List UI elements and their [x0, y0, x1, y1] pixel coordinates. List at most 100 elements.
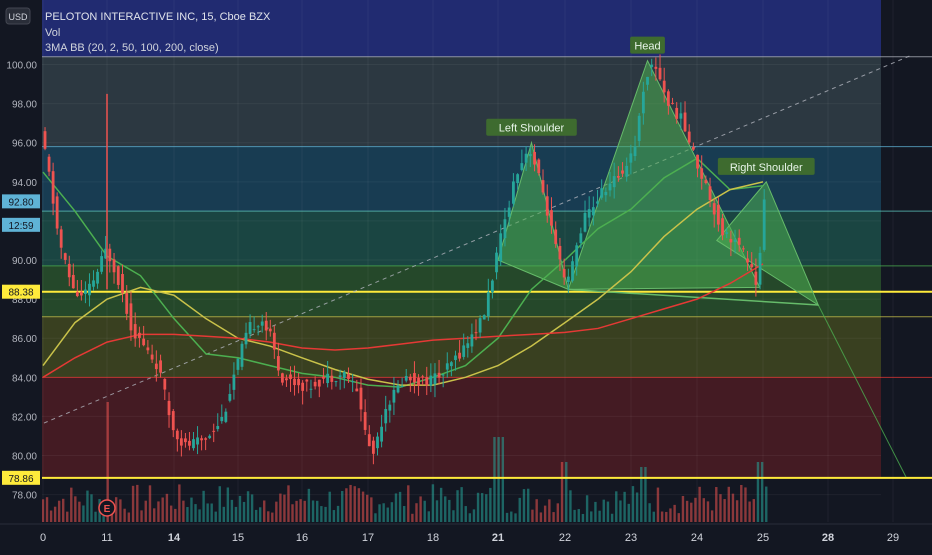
- candle-body: [520, 163, 524, 170]
- candle-body: [92, 280, 95, 287]
- volume-bar: [552, 512, 555, 522]
- y-tick-label: 88.00: [12, 295, 37, 306]
- volume-bar: [157, 501, 160, 522]
- volume-bar: [214, 511, 217, 522]
- price-tag[interactable]: [2, 217, 40, 232]
- candle-body: [228, 393, 232, 401]
- volume-bar: [556, 503, 560, 522]
- candle-body: [700, 168, 704, 179]
- volume-bar: [710, 510, 714, 522]
- volume-bar: [606, 501, 610, 522]
- volume-bar: [246, 491, 250, 522]
- volume-bar: [752, 499, 755, 522]
- head-triangle[interactable]: [567, 59, 761, 290]
- y-tick-label: 90.00: [12, 256, 37, 267]
- volume-bars: [41, 402, 768, 522]
- volume-bar: [349, 484, 352, 522]
- volume-bar: [136, 484, 139, 522]
- candle-body: [79, 291, 83, 296]
- volume-bar: [174, 508, 177, 522]
- volume-bar: [548, 499, 551, 522]
- candle-body: [545, 196, 549, 216]
- candle-body: [633, 146, 637, 157]
- candle-body: [721, 218, 724, 236]
- candle-body: [240, 343, 244, 367]
- candle-body: [482, 315, 486, 320]
- candle-body: [404, 376, 408, 381]
- candle-body: [737, 237, 741, 245]
- candle-body: [96, 271, 99, 284]
- candle-body: [236, 358, 240, 370]
- neckline[interactable]: [568, 288, 819, 306]
- candlesticks: [43, 54, 766, 465]
- candle-body: [184, 438, 187, 443]
- price-tag[interactable]: [2, 470, 40, 485]
- earnings-event-marker[interactable]: [98, 499, 116, 517]
- volume-bar: [581, 513, 585, 522]
- candle-body: [171, 411, 175, 431]
- volume-bar: [765, 486, 768, 522]
- y-tick-label: 94.00: [12, 178, 37, 189]
- volume-bar: [531, 509, 534, 522]
- volume-bar: [123, 508, 126, 522]
- candle-body: [330, 375, 334, 382]
- candle-body: [408, 376, 412, 381]
- candle-body: [704, 180, 708, 184]
- candle-body: [466, 343, 470, 348]
- candle-body: [154, 363, 158, 370]
- volume-bar: [275, 501, 278, 522]
- volume-bar: [62, 498, 65, 522]
- volume-bar: [316, 500, 319, 522]
- right-shoulder-triangle[interactable]: [716, 180, 820, 307]
- volume-bar: [271, 512, 274, 522]
- candle-body: [317, 379, 321, 387]
- candle-body: [575, 245, 579, 267]
- volume-bar: [702, 498, 705, 522]
- trend-lines[interactable]: [36, 54, 913, 478]
- candle-body: [396, 385, 400, 393]
- price-tag[interactable]: [2, 194, 40, 209]
- volume-bar: [690, 502, 693, 522]
- uptrend-line[interactable]: [36, 54, 913, 427]
- volume-bar: [382, 503, 385, 522]
- volume-bar: [86, 490, 89, 522]
- candle-body: [583, 212, 587, 232]
- volume-bar: [715, 487, 718, 522]
- candle-body: [208, 435, 212, 439]
- candle-body: [425, 377, 429, 386]
- candle-body: [342, 371, 346, 379]
- currency-badge[interactable]: [5, 7, 31, 25]
- candle-body: [142, 338, 146, 346]
- candle-body: [179, 438, 183, 446]
- candle-body: [392, 389, 396, 403]
- volume-bar: [493, 437, 496, 522]
- volume-bar: [206, 503, 209, 522]
- candle-body: [716, 204, 720, 225]
- time-axis[interactable]: 0 11 14 15 16 17 18 21 22 23 24 25 28 29 E: [0, 499, 932, 550]
- moving-average-line: [42, 263, 764, 378]
- volume-label: Vol: [45, 27, 60, 39]
- candle-body: [175, 430, 179, 440]
- candle-body: [413, 373, 416, 383]
- candle-body: [108, 248, 112, 262]
- volume-bar: [489, 487, 492, 522]
- candle-body: [192, 439, 195, 449]
- candle-body: [679, 113, 683, 119]
- volume-bar: [623, 491, 626, 522]
- volume-bar: [202, 490, 205, 522]
- volume-bar: [218, 486, 221, 522]
- volume-bar: [114, 497, 118, 522]
- volume-bar: [119, 499, 122, 522]
- candle-body: [562, 268, 566, 278]
- moving-average-line: [42, 157, 764, 388]
- volume-bar: [169, 505, 173, 522]
- price-tag[interactable]: [2, 284, 40, 299]
- projection-line[interactable]: [817, 304, 907, 478]
- x-tick-label: 18: [427, 532, 439, 544]
- candle-body: [347, 374, 350, 379]
- volume-bar: [673, 504, 676, 522]
- price-axis[interactable]: 100.0098.0096.0094.0092.0090.0088.0086.0…: [0, 0, 42, 550]
- x-tick-label: 24: [691, 532, 703, 544]
- volume-bar: [345, 488, 348, 522]
